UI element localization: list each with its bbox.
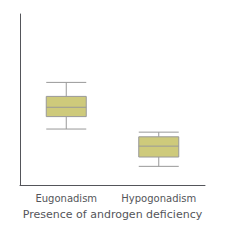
svg-text:Presence of androgen deficienc: Presence of androgen deficiency [23, 208, 203, 221]
svg-text:Eugonadism: Eugonadism [35, 193, 97, 204]
svg-text:Hypogonadism: Hypogonadism [121, 193, 196, 204]
